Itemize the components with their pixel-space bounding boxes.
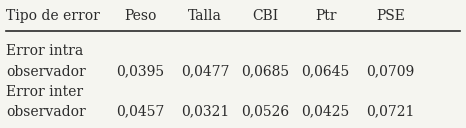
Text: 0,0321: 0,0321 xyxy=(181,105,229,119)
Text: PSE: PSE xyxy=(376,9,405,23)
Text: 0,0721: 0,0721 xyxy=(366,105,415,119)
Text: Peso: Peso xyxy=(124,9,157,23)
Text: CBI: CBI xyxy=(253,9,279,23)
Text: Ptr: Ptr xyxy=(315,9,336,23)
Text: 0,0457: 0,0457 xyxy=(116,105,164,119)
Text: 0,0425: 0,0425 xyxy=(302,105,350,119)
Text: Talla: Talla xyxy=(188,9,222,23)
Text: observador: observador xyxy=(6,105,86,119)
Text: 0,0477: 0,0477 xyxy=(181,65,229,78)
Text: Error inter: Error inter xyxy=(6,85,83,99)
Text: Error intra: Error intra xyxy=(6,44,83,58)
Text: observador: observador xyxy=(6,65,86,78)
Text: Tipo de error: Tipo de error xyxy=(6,9,100,23)
Text: 0,0685: 0,0685 xyxy=(241,65,289,78)
Text: 0,0526: 0,0526 xyxy=(241,105,289,119)
Text: 0,0709: 0,0709 xyxy=(366,65,415,78)
Text: 0,0645: 0,0645 xyxy=(302,65,350,78)
Text: 0,0395: 0,0395 xyxy=(116,65,164,78)
